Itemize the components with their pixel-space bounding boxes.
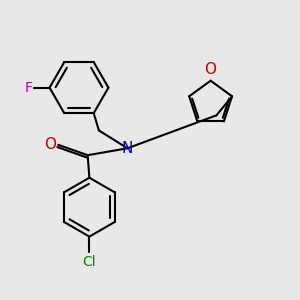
Text: Cl: Cl — [82, 255, 96, 269]
Text: O: O — [205, 62, 217, 77]
Text: O: O — [44, 137, 56, 152]
Text: F: F — [25, 81, 33, 94]
Text: N: N — [122, 141, 133, 156]
